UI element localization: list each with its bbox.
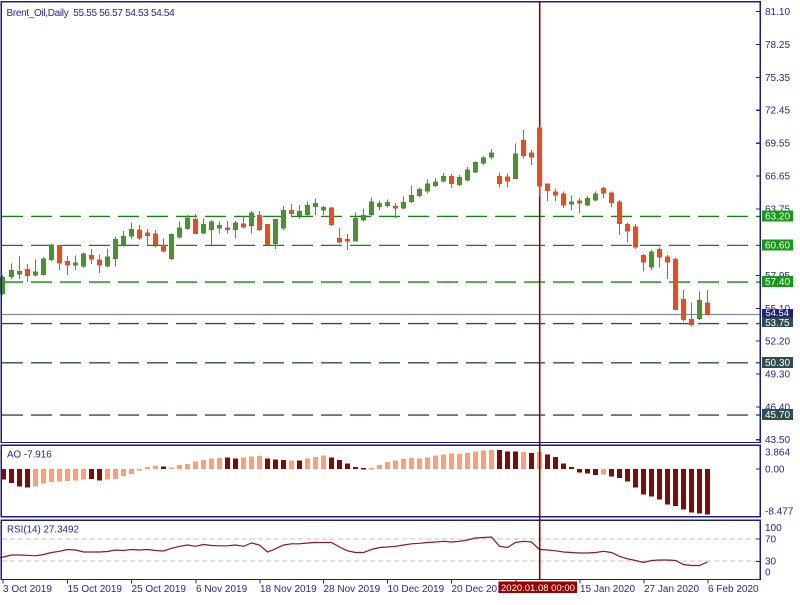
svg-text:6 Feb 2020: 6 Feb 2020 [708, 584, 759, 595]
svg-text:43.50: 43.50 [765, 435, 790, 446]
svg-text:63.20: 63.20 [765, 212, 790, 223]
svg-text:20 Dec 2019: 20 Dec 2019 [452, 584, 509, 595]
svg-text:AO -7.916: AO -7.916 [7, 450, 52, 461]
svg-text:63.75: 63.75 [765, 205, 790, 216]
svg-text:18 Nov 2019: 18 Nov 2019 [260, 584, 317, 595]
svg-text:6 Nov 2019: 6 Nov 2019 [196, 584, 248, 595]
svg-text:3 Oct 2019: 3 Oct 2019 [3, 584, 52, 595]
svg-text:54.54: 54.54 [766, 307, 789, 318]
svg-text:2020.01.08 00:00: 2020.01.08 00:00 [501, 583, 575, 594]
svg-text:70: 70 [765, 534, 777, 545]
svg-text:Brent_Oil,Daily 55.55 56.57 5: Brent_Oil,Daily 55.55 56.57 54.53 54.54 [7, 8, 176, 19]
svg-text:52.20: 52.20 [765, 336, 790, 347]
svg-text:3.864: 3.864 [765, 448, 790, 459]
svg-text:72.45: 72.45 [765, 106, 790, 117]
svg-text:15 Oct 2019: 15 Oct 2019 [68, 584, 123, 595]
svg-text:0.00: 0.00 [765, 464, 785, 475]
svg-text:75.35: 75.35 [765, 73, 790, 84]
svg-text:30: 30 [765, 557, 777, 568]
svg-text:49.30: 49.30 [765, 369, 790, 380]
svg-text:RSI(14) 27.3492: RSI(14) 27.3492 [7, 525, 79, 536]
svg-text:50.30: 50.30 [765, 358, 790, 369]
svg-text:10 Dec 2019: 10 Dec 2019 [388, 584, 445, 595]
svg-text:45.70: 45.70 [765, 410, 790, 421]
svg-text:53.75: 53.75 [765, 318, 789, 329]
svg-text:81.10: 81.10 [765, 7, 790, 18]
svg-text:66.65: 66.65 [765, 172, 790, 183]
svg-text:69.55: 69.55 [765, 139, 790, 150]
svg-text:46.40: 46.40 [765, 402, 790, 413]
svg-text:25 Oct 2019: 25 Oct 2019 [132, 584, 187, 595]
svg-text:-8.477: -8.477 [765, 507, 794, 518]
svg-text:57.40: 57.40 [765, 277, 790, 288]
svg-text:15 Jan 2020: 15 Jan 2020 [580, 584, 635, 595]
svg-text:0: 0 [765, 567, 771, 578]
svg-text:78.25: 78.25 [765, 40, 790, 51]
svg-text:100: 100 [765, 523, 782, 534]
svg-text:28 Nov 2019: 28 Nov 2019 [324, 584, 381, 595]
svg-text:27 Jan 2020: 27 Jan 2020 [644, 584, 699, 595]
svg-text:60.60: 60.60 [765, 241, 790, 252]
